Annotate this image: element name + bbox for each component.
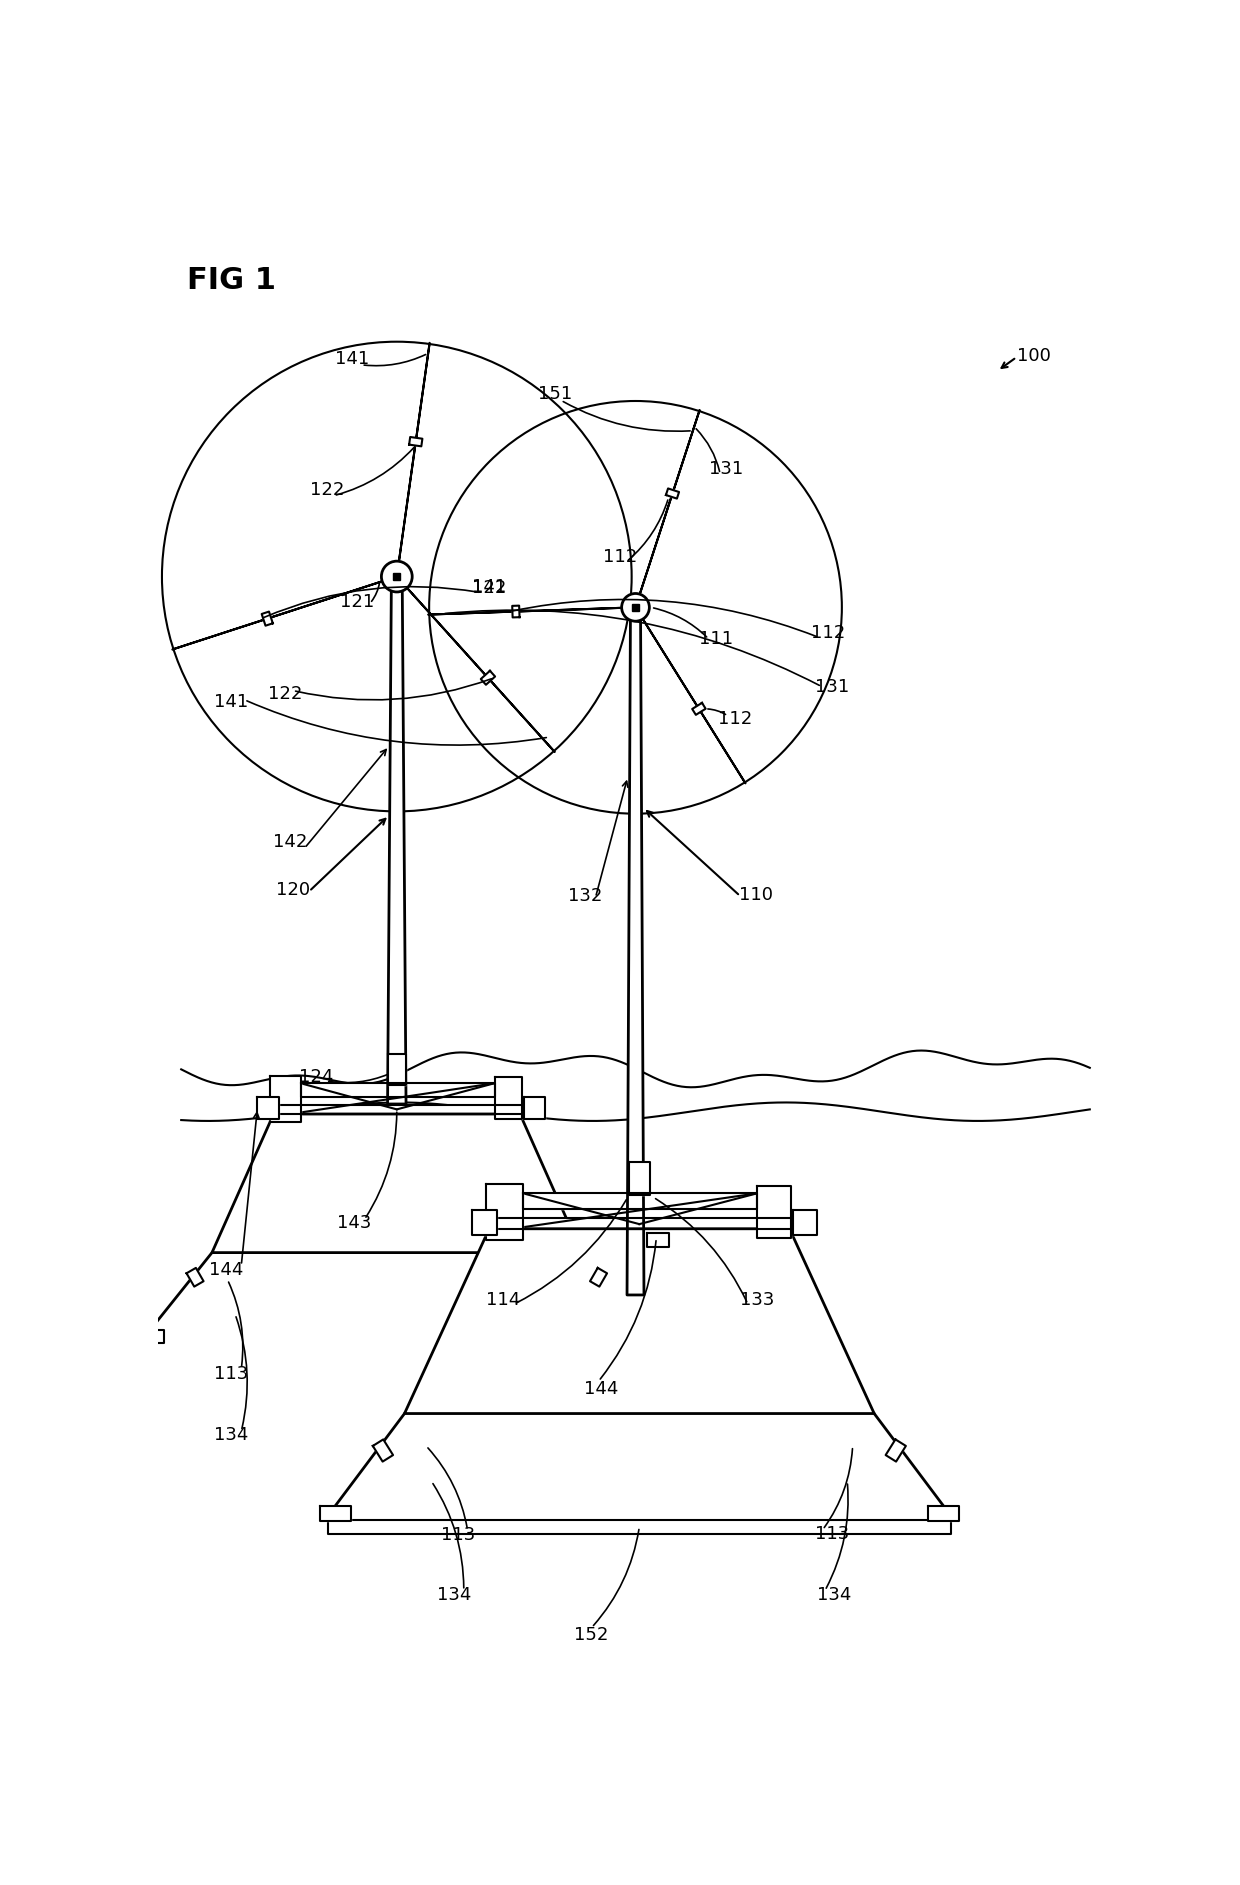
Polygon shape bbox=[270, 1076, 300, 1122]
Text: 151: 151 bbox=[537, 385, 572, 403]
Polygon shape bbox=[523, 1193, 758, 1208]
Polygon shape bbox=[792, 1210, 817, 1235]
Polygon shape bbox=[172, 575, 404, 650]
Text: 141: 141 bbox=[335, 349, 370, 368]
Text: 122: 122 bbox=[310, 481, 345, 498]
Circle shape bbox=[621, 594, 650, 622]
Polygon shape bbox=[647, 1233, 668, 1248]
Polygon shape bbox=[212, 1114, 582, 1254]
Polygon shape bbox=[928, 1506, 959, 1521]
Text: FIG 1: FIG 1 bbox=[187, 266, 277, 296]
Polygon shape bbox=[885, 1440, 906, 1461]
Text: 131: 131 bbox=[709, 460, 744, 477]
Polygon shape bbox=[632, 601, 745, 784]
Polygon shape bbox=[590, 1269, 608, 1287]
Text: 112: 112 bbox=[811, 624, 846, 641]
Text: 141: 141 bbox=[215, 694, 248, 711]
Text: 143: 143 bbox=[337, 1214, 372, 1233]
Text: 152: 152 bbox=[574, 1627, 609, 1644]
Polygon shape bbox=[523, 1097, 546, 1118]
Text: 112: 112 bbox=[603, 549, 637, 566]
Text: 111: 111 bbox=[699, 630, 733, 648]
Polygon shape bbox=[404, 1229, 874, 1414]
Text: 144: 144 bbox=[208, 1261, 243, 1278]
Polygon shape bbox=[300, 1084, 495, 1097]
Polygon shape bbox=[758, 1186, 791, 1238]
Polygon shape bbox=[136, 1329, 164, 1344]
Text: 122: 122 bbox=[268, 686, 303, 703]
Text: 131: 131 bbox=[815, 679, 849, 696]
Text: 124: 124 bbox=[299, 1069, 334, 1086]
Text: 113: 113 bbox=[815, 1525, 849, 1542]
Text: 122: 122 bbox=[472, 579, 506, 598]
Polygon shape bbox=[428, 607, 642, 615]
Text: 142: 142 bbox=[273, 833, 308, 852]
Polygon shape bbox=[472, 1210, 497, 1235]
Polygon shape bbox=[512, 605, 520, 618]
Text: 141: 141 bbox=[472, 577, 506, 596]
Circle shape bbox=[382, 562, 412, 592]
Polygon shape bbox=[320, 1506, 351, 1521]
Polygon shape bbox=[388, 1054, 405, 1084]
Text: 134: 134 bbox=[215, 1427, 248, 1444]
Polygon shape bbox=[327, 1519, 951, 1534]
Polygon shape bbox=[481, 671, 495, 684]
Text: 132: 132 bbox=[568, 888, 603, 905]
Polygon shape bbox=[393, 573, 401, 581]
Polygon shape bbox=[495, 1076, 522, 1120]
Text: 133: 133 bbox=[740, 1291, 774, 1310]
Text: 144: 144 bbox=[584, 1380, 618, 1399]
Polygon shape bbox=[627, 607, 644, 1295]
Polygon shape bbox=[692, 703, 706, 714]
Polygon shape bbox=[666, 488, 680, 500]
Text: 112: 112 bbox=[718, 711, 753, 728]
Polygon shape bbox=[634, 411, 699, 615]
Text: 113: 113 bbox=[441, 1527, 475, 1544]
Text: 121: 121 bbox=[340, 594, 374, 611]
Polygon shape bbox=[268, 1105, 523, 1114]
Polygon shape bbox=[186, 1269, 203, 1287]
Text: 100: 100 bbox=[1017, 347, 1050, 364]
Text: 120: 120 bbox=[275, 880, 310, 899]
Polygon shape bbox=[629, 1161, 650, 1195]
Text: 134: 134 bbox=[817, 1587, 852, 1604]
Polygon shape bbox=[392, 571, 554, 752]
Polygon shape bbox=[632, 603, 639, 611]
Polygon shape bbox=[373, 1440, 393, 1461]
Polygon shape bbox=[388, 577, 405, 1105]
Polygon shape bbox=[485, 1218, 792, 1229]
Text: 134: 134 bbox=[438, 1587, 471, 1604]
Text: 110: 110 bbox=[739, 886, 773, 903]
Text: 114: 114 bbox=[486, 1291, 521, 1310]
Polygon shape bbox=[630, 1329, 657, 1344]
Polygon shape bbox=[396, 343, 429, 584]
Polygon shape bbox=[258, 1097, 279, 1118]
Polygon shape bbox=[409, 437, 423, 447]
Polygon shape bbox=[262, 611, 273, 626]
Polygon shape bbox=[486, 1184, 523, 1240]
Text: 113: 113 bbox=[215, 1365, 248, 1382]
